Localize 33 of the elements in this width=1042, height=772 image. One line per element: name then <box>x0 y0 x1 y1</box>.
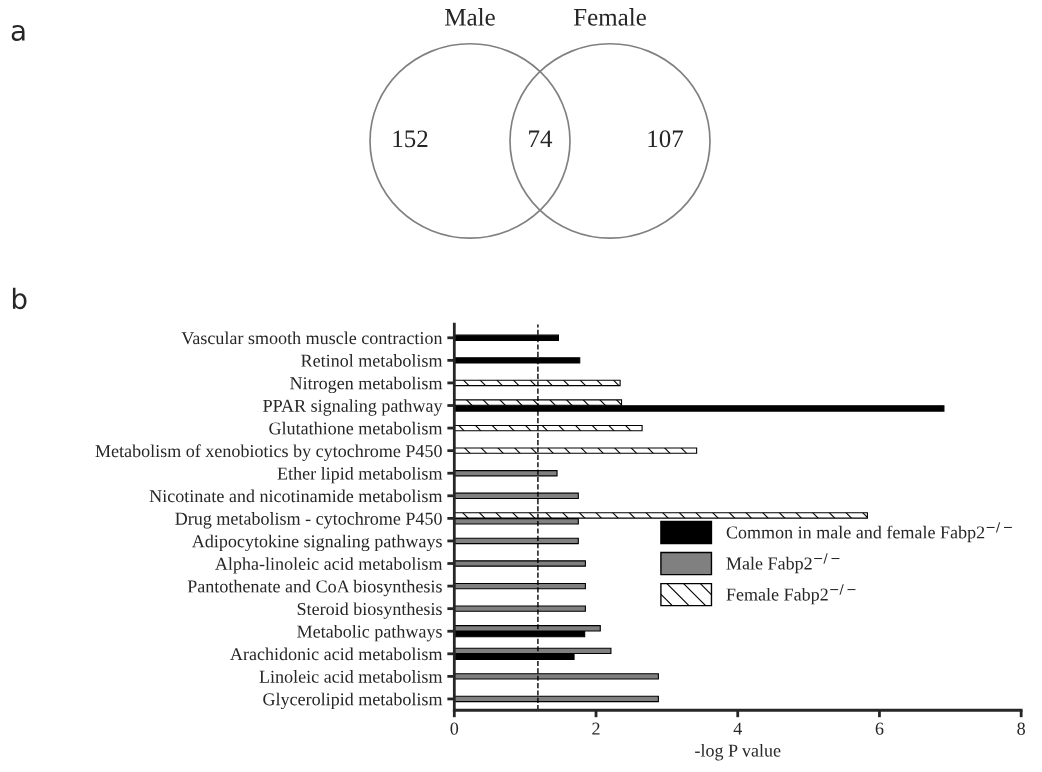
y-tick-label: Glutathione metabolism <box>269 421 443 435</box>
x-tick-label: 8 <box>1017 722 1025 735</box>
y-tick-label: PPAR signaling pathway <box>263 399 443 416</box>
y-tick-label: Metabolic pathways <box>297 624 442 642</box>
y-tick-label: Vascular smooth muscle contraction <box>181 331 443 345</box>
legend-label: Common in male and female Fabp2$^{−/−}$ <box>726 522 1012 543</box>
x-tick-label: 2 <box>592 722 600 735</box>
data-label: 107 <box>648 130 684 148</box>
text: a <box>11 24 25 41</box>
y-tick-label: Alpha-linoleic acid metabolism <box>215 557 443 574</box>
legend-label: Male Fabp2$^{−/−}$ <box>726 553 840 574</box>
legend-label: Female Fabp2$^{−/−}$ <box>726 584 856 605</box>
y-tick-label: Drug metabolism - cytochrome P450 <box>175 512 442 529</box>
x-tick-label: 0 <box>450 722 459 735</box>
y-tick-label: Pantothenate and CoA biosynthesis <box>187 579 442 597</box>
y-tick-label: Glycerolipid metabolism <box>263 692 443 710</box>
x-axis-title: -log P value <box>695 743 781 761</box>
y-tick-label: Ether lipid metabolism <box>277 466 443 484</box>
x-tick-label: 4 <box>733 722 742 735</box>
y-tick-label: Adipocytokine signaling pathways <box>191 534 442 552</box>
y-tick-label: Steroid biosynthesis <box>297 602 442 619</box>
y-tick-label: Arachidonic acid metabolism <box>230 647 443 661</box>
data-label: 74 <box>529 130 553 147</box>
text: b <box>12 287 27 310</box>
x-tick-label: 6 <box>875 722 884 735</box>
data-label: 152 <box>393 130 428 148</box>
y-tick-label: Metabolism of xenobiotics by cytochrome P450 <box>95 444 442 461</box>
y-tick-label: Retinol metabolism <box>301 354 443 367</box>
text: Female <box>573 8 646 26</box>
text: Male <box>445 8 495 26</box>
y-tick-label: Linoleic acid metabolism <box>259 670 443 683</box>
y-tick-label: Nicotinate and nicotinamide metabolism <box>149 489 443 503</box>
y-tick-label: Nitrogen metabolism <box>290 376 443 394</box>
